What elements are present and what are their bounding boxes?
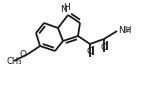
Text: O: O (20, 50, 27, 59)
Text: 2: 2 (125, 26, 130, 32)
Text: N: N (60, 4, 67, 13)
Text: NH: NH (118, 26, 132, 35)
Text: O: O (100, 42, 107, 52)
Text: CH₃: CH₃ (6, 57, 22, 66)
Text: O: O (87, 48, 94, 57)
Text: H: H (64, 3, 70, 12)
